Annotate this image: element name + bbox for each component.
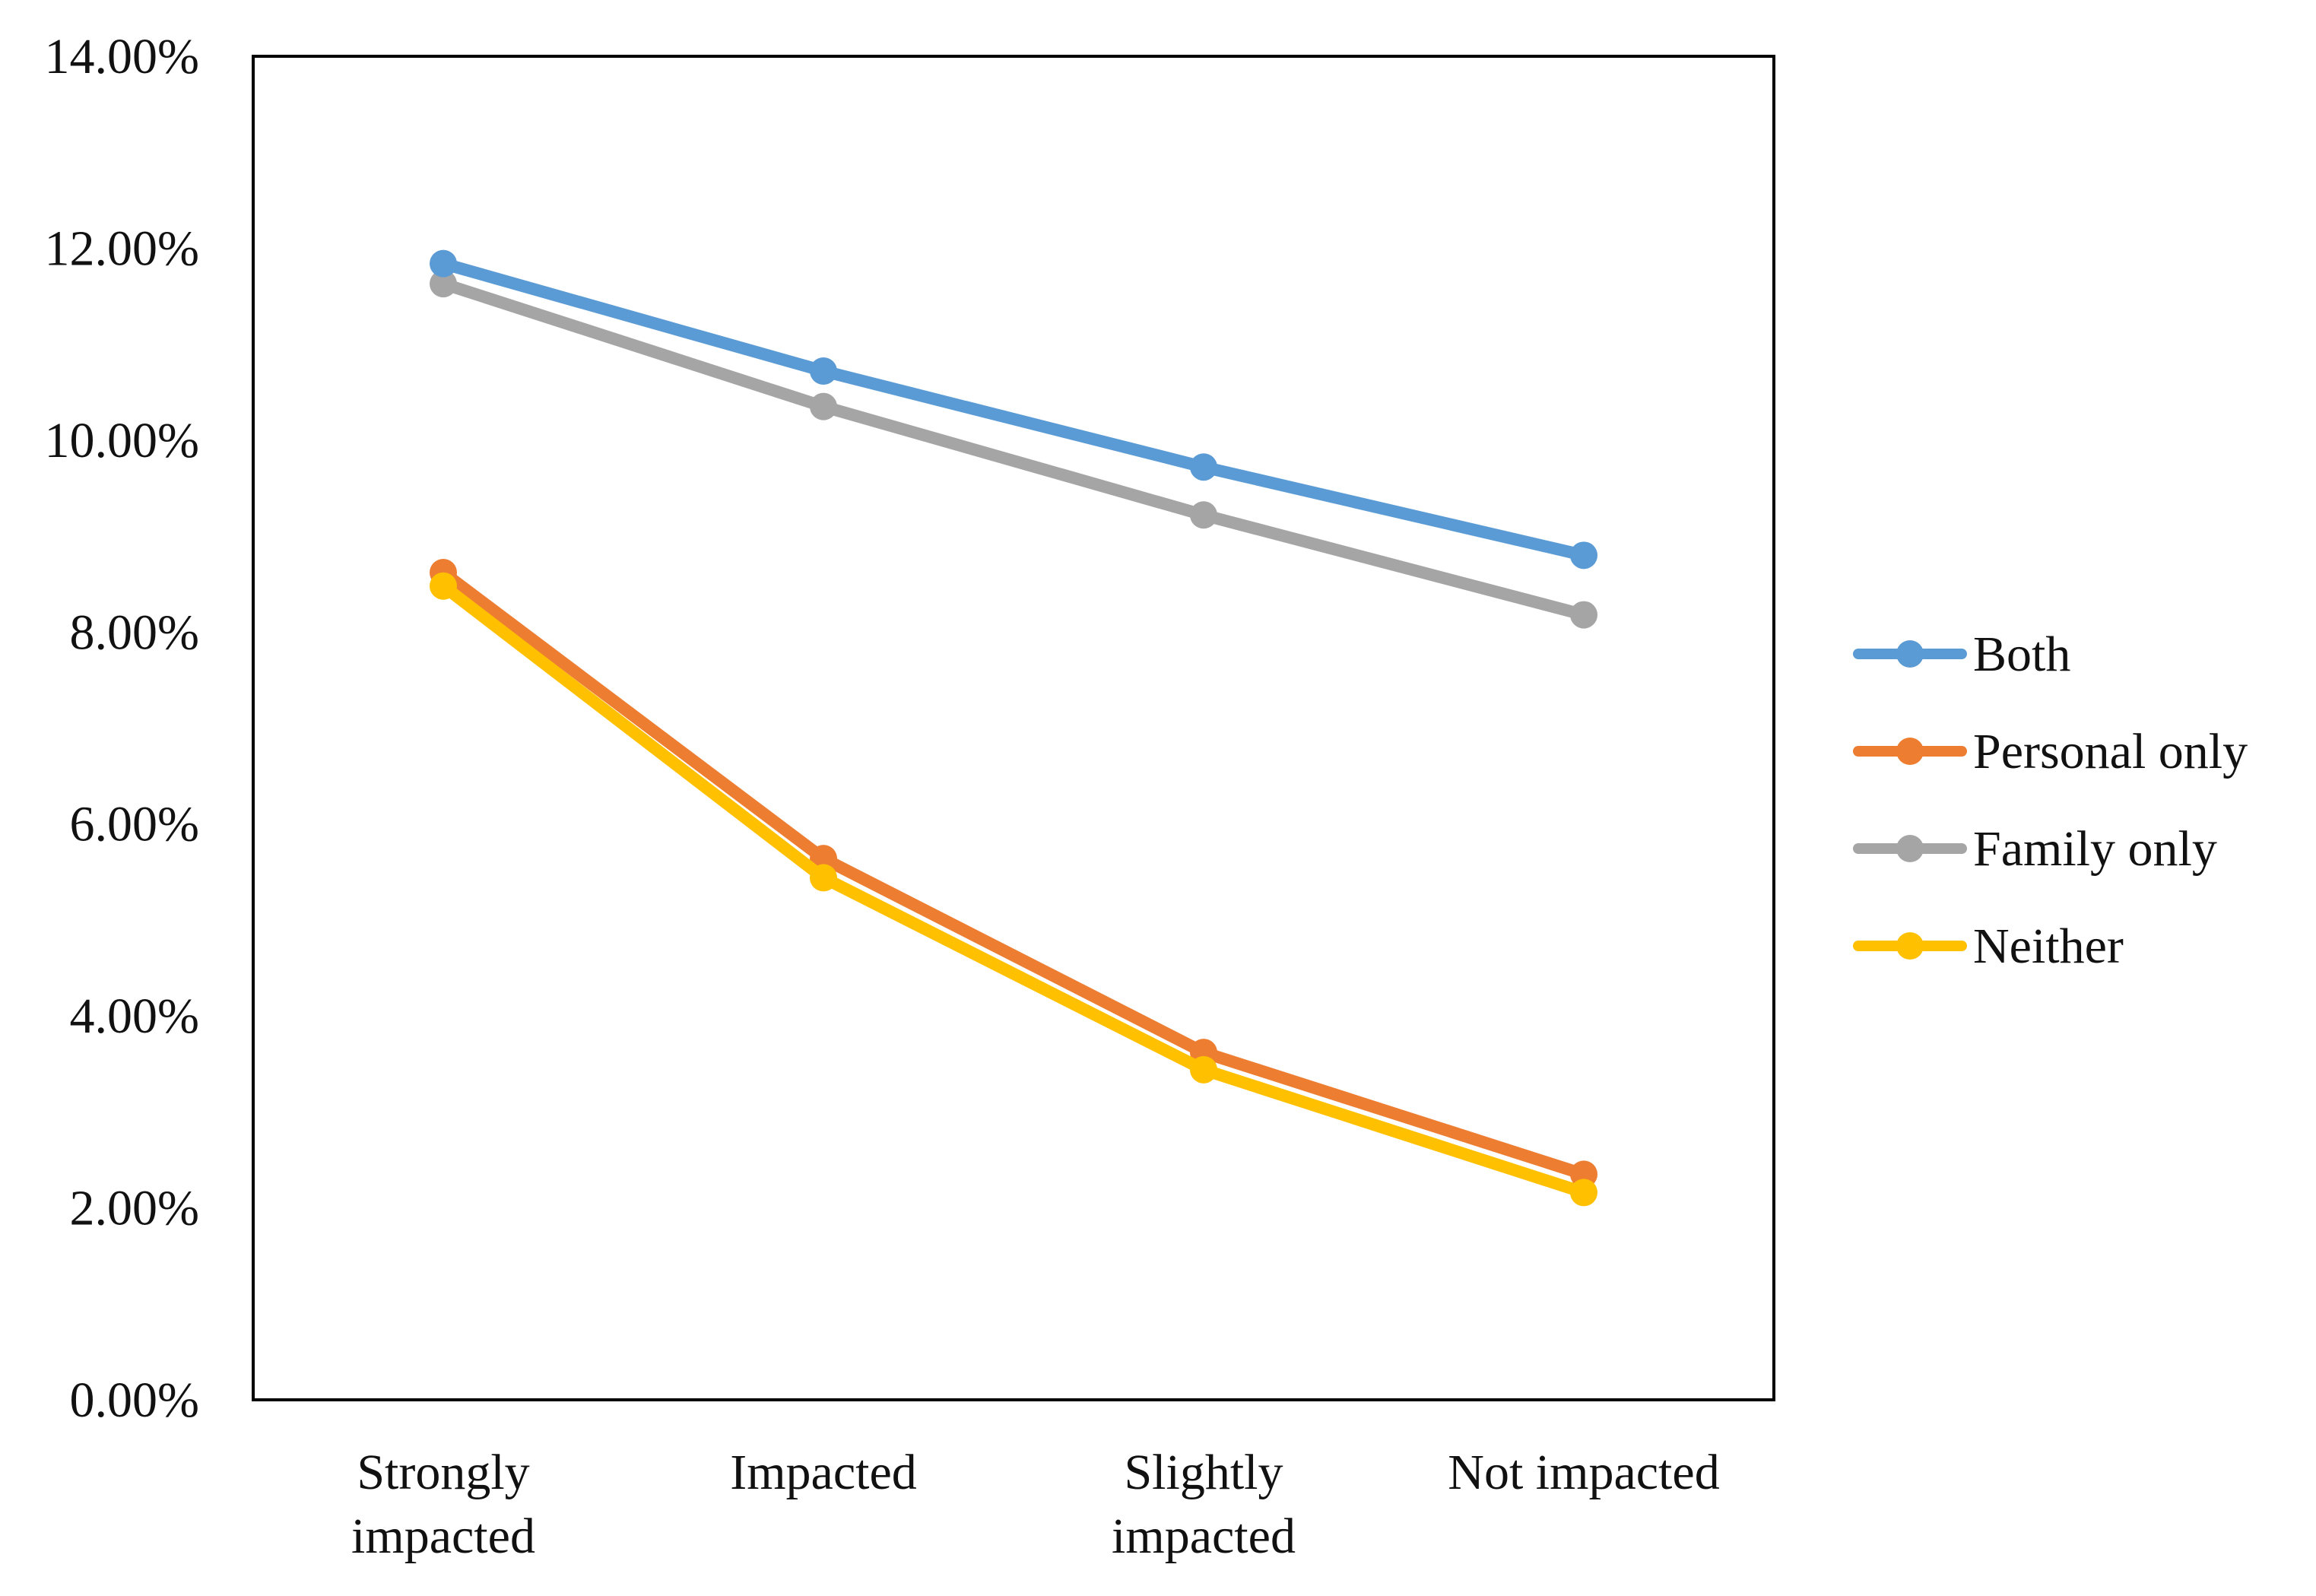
y-tick-label: 4.00%	[70, 988, 199, 1044]
y-tick-label: 14.00%	[45, 29, 199, 84]
y-tick-label: 0.00%	[70, 1372, 199, 1428]
legend-swatch-marker	[1896, 738, 1924, 765]
legend-item-both: Both	[1853, 627, 2070, 682]
series-family-only	[430, 270, 1597, 629]
data-point-family-only	[1570, 601, 1597, 629]
data-point-family-only	[430, 270, 457, 298]
y-tick-label: 10.00%	[45, 413, 199, 468]
x-category-label: Impacted	[730, 1445, 917, 1500]
data-point-neither	[810, 864, 837, 892]
x-category-label-line: impacted	[1112, 1509, 1296, 1564]
x-axis: Strongly impacted Impacted Slightly impacted…	[351, 1445, 1720, 1564]
y-tick-label: 2.00%	[70, 1181, 199, 1236]
x-category-label: Slightly impacted	[1112, 1445, 1296, 1564]
data-point-both	[1190, 453, 1217, 481]
y-tick-label: 8.00%	[70, 604, 199, 660]
series-line-both	[437, 257, 1590, 562]
legend-swatch-marker	[1896, 835, 1924, 862]
series-line-neither	[437, 579, 1590, 1199]
legend-label: Family only	[1973, 821, 2217, 877]
legend-swatch-marker	[1896, 640, 1924, 668]
legend-item-family-only: Family only	[1853, 821, 2217, 877]
series-personal-only	[430, 559, 1597, 1188]
legend-swatch-marker	[1896, 932, 1924, 960]
y-axis: 0.00% 2.00% 4.00% 6.00% 8.00% 10.00% 12.00% 14.…	[45, 29, 199, 1428]
x-category-label-line: Impacted	[730, 1445, 917, 1500]
data-point-neither	[430, 572, 457, 600]
legend-item-neither: Neither	[1853, 919, 2124, 974]
legend-label: Personal only	[1973, 724, 2248, 779]
x-category-label-line: Slightly	[1124, 1445, 1283, 1500]
data-point-family-only	[810, 392, 837, 420]
series-both	[430, 249, 1597, 570]
series-line-family-only	[437, 278, 1590, 621]
legend-item-personal-only: Personal only	[1853, 724, 2248, 779]
legend-label: Both	[1973, 627, 2070, 682]
x-category-label: Not impacted	[1448, 1445, 1719, 1500]
series-neither	[430, 572, 1597, 1207]
series-line-personal-only	[437, 566, 1590, 1181]
data-point-both	[810, 357, 837, 385]
series-layer	[430, 249, 1597, 1207]
legend: Both Personal only Family only Neither	[1853, 627, 2248, 974]
legend-label: Neither	[1973, 919, 2124, 974]
data-point-neither	[1190, 1055, 1217, 1084]
x-category-label: Strongly impacted	[351, 1445, 535, 1564]
data-point-both	[430, 249, 457, 278]
x-category-label-line: impacted	[351, 1509, 535, 1564]
data-point-family-only	[1190, 501, 1217, 529]
y-tick-label: 6.00%	[70, 797, 199, 852]
data-point-both	[1570, 541, 1597, 570]
x-category-label-line: Strongly	[357, 1445, 529, 1500]
y-tick-label: 12.00%	[45, 221, 199, 276]
x-category-label-line: Not impacted	[1448, 1445, 1719, 1500]
data-point-neither	[1570, 1179, 1597, 1207]
plot-area-frame	[252, 55, 1775, 1401]
